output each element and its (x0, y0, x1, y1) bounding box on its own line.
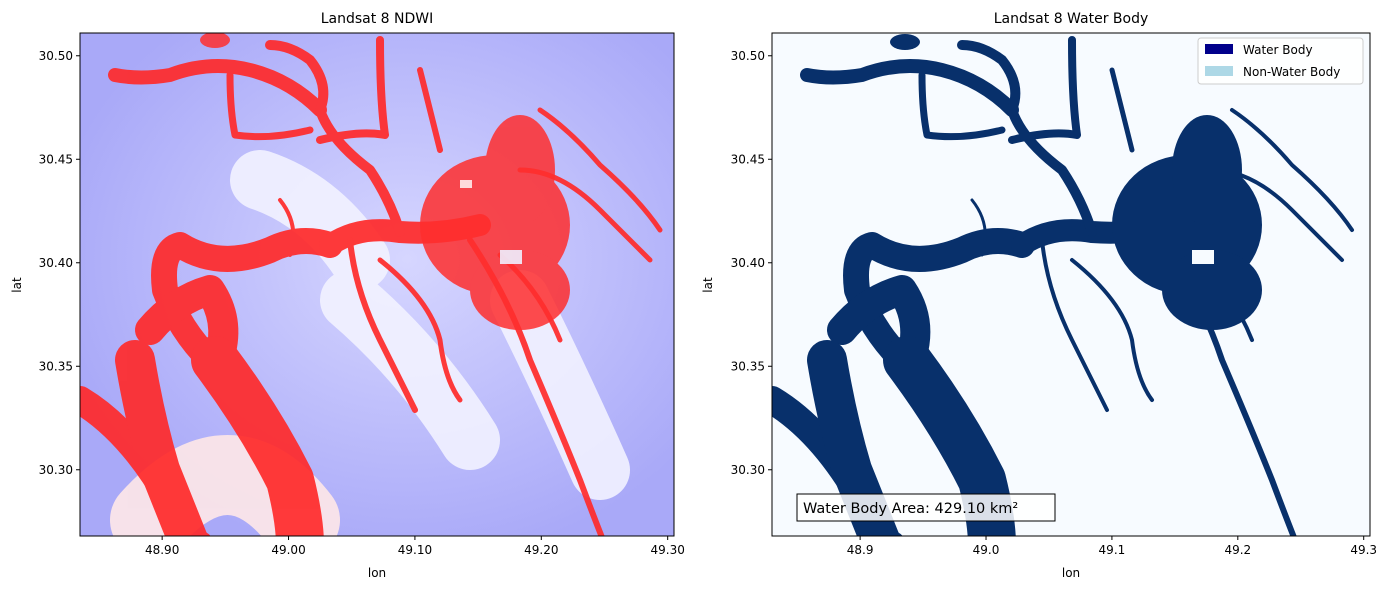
ndwi-x-tick-label: 49.00 (271, 543, 305, 557)
ndwi-y-tick-label: 30.45 (39, 152, 73, 166)
water-body-y-tick-label: 30.45 (731, 152, 765, 166)
ndwi-y-tick-label: 30.40 (39, 256, 73, 270)
water-body-y-tick-label: 30.35 (731, 359, 765, 373)
water-body-image (772, 33, 1370, 536)
water-body-x-tick-label: 49.2 (1224, 543, 1251, 557)
water-body-ylabel: lat (701, 277, 715, 293)
ndwi-xlabel: lon (368, 566, 386, 580)
water-body-title: Landsat 8 Water Body (994, 11, 1149, 27)
ndwi-ticks: 48.90 49.00 49.10 49.20 49.30 30.30 30.35 30.40… (39, 49, 685, 557)
water-body-x-tick-label: 48.9 (847, 543, 874, 557)
water-body-x-tick-label: 49.0 (973, 543, 1000, 557)
ndwi-y-tick-label: 30.35 (39, 359, 73, 373)
water-body-xlabel: lon (1062, 566, 1080, 580)
water-body-x-tick-label: 49.1 (1099, 543, 1126, 557)
ndwi-title: Landsat 8 NDWI (321, 11, 434, 27)
area-annotation-box (796, 493, 1056, 522)
ndwi-y-tick-label: 30.30 (39, 463, 73, 477)
ndwi-x-tick-label: 48.90 (145, 543, 179, 557)
ndwi-panel: Landsat 8 NDWI (10, 11, 685, 580)
ndwi-ylabel: lat (10, 277, 24, 293)
ndwi-x-tick-label: 49.20 (524, 543, 558, 557)
ndwi-y-tick-label: 30.50 (39, 49, 73, 63)
water-body-panel: Landsat 8 Water Body (701, 11, 1377, 580)
legend-label-non-water-body: Non-Water Body (1243, 65, 1340, 79)
water-body-y-tick-label: 30.30 (731, 463, 765, 477)
ndwi-x-tick-label: 49.10 (398, 543, 432, 557)
water-body-ticks: 48.9 49.0 49.1 49.2 49.3 30.30 30.35 30.40 30.45… (731, 49, 1377, 557)
legend-swatch-water-body (1205, 44, 1233, 54)
area-annotation: Water Body Area: 429.10 km² (796, 493, 1056, 522)
water-body-frame (771, 32, 1371, 537)
legend-box (1197, 37, 1364, 85)
legend-swatch-non-water-body (1205, 66, 1233, 76)
water-body-x-tick-label: 49.3 (1350, 543, 1377, 557)
ndwi-x-tick-label: 49.30 (651, 543, 685, 557)
ndwi-frame (79, 32, 675, 537)
water-body-y-tick-label: 30.40 (731, 256, 765, 270)
ndwi-image (80, 33, 674, 536)
area-annotation-text: Water Body Area: 429.10 km² (803, 501, 1018, 517)
legend-label-water-body: Water Body (1243, 43, 1313, 57)
legend: Water Body Non-Water Body (1197, 37, 1364, 85)
water-body-y-tick-label: 30.50 (731, 49, 765, 63)
